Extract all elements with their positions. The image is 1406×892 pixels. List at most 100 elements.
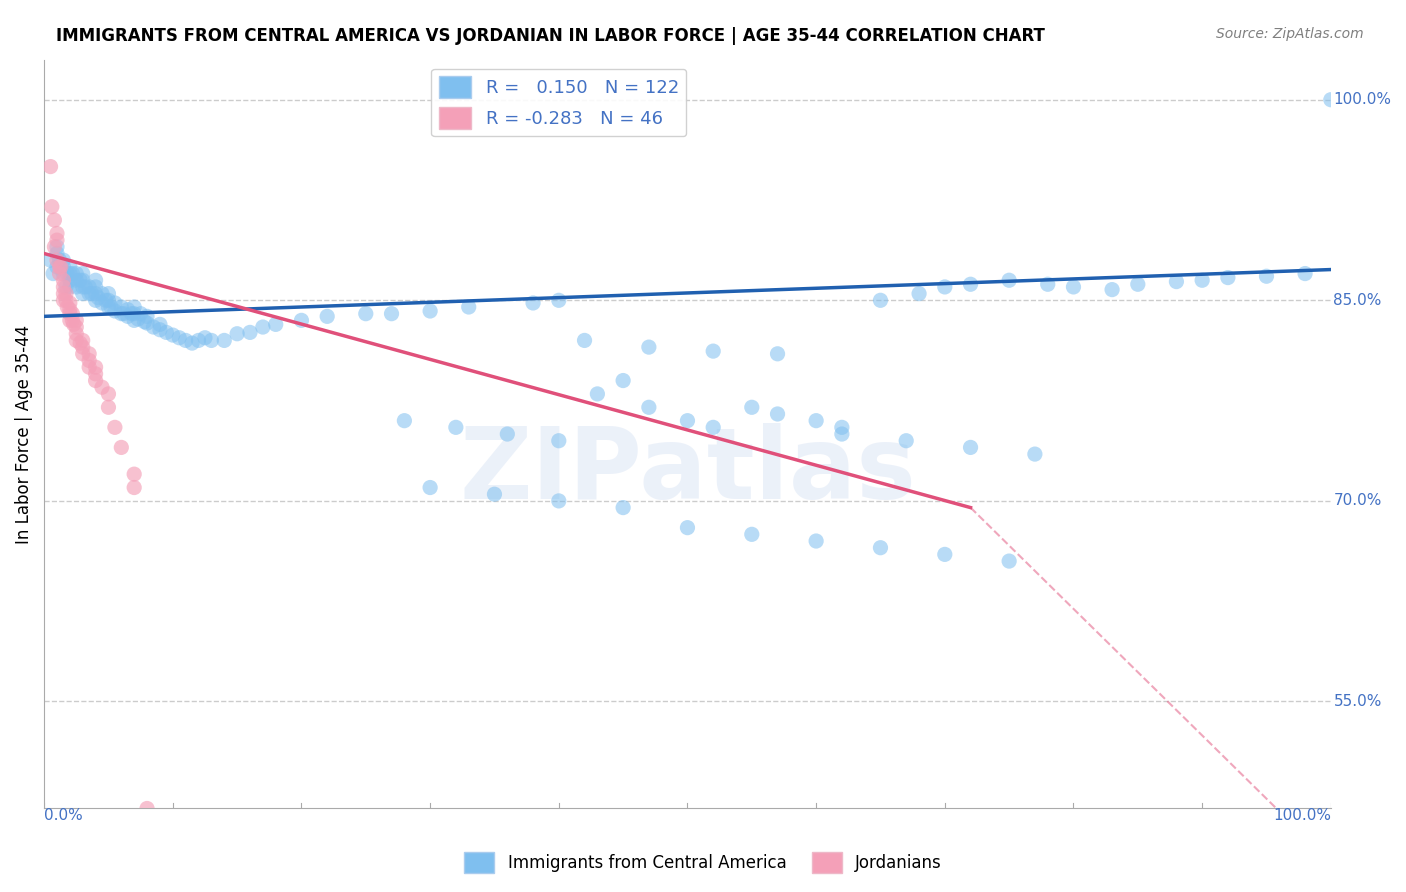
Text: 100.0%: 100.0% bbox=[1272, 808, 1331, 823]
Point bbox=[77, 360, 100, 375]
Point bbox=[1256, 269, 1278, 284]
Point bbox=[84, 286, 107, 301]
Point bbox=[77, 353, 100, 368]
Point bbox=[97, 293, 120, 308]
Point bbox=[84, 360, 107, 375]
Point bbox=[91, 380, 114, 394]
Point bbox=[457, 300, 479, 314]
Point bbox=[44, 240, 66, 254]
Point bbox=[741, 527, 763, 541]
Point bbox=[49, 260, 72, 274]
Point bbox=[142, 320, 165, 334]
Text: 100.0%: 100.0% bbox=[1333, 92, 1392, 107]
Point bbox=[97, 300, 120, 314]
Point bbox=[46, 233, 69, 247]
Point bbox=[959, 441, 981, 455]
Point bbox=[65, 334, 87, 348]
Point bbox=[959, 277, 981, 292]
Point bbox=[52, 280, 75, 294]
Point bbox=[1320, 93, 1343, 107]
Point bbox=[110, 441, 132, 455]
Point bbox=[187, 334, 209, 348]
Point bbox=[804, 534, 827, 549]
Point bbox=[72, 347, 94, 361]
Point bbox=[84, 367, 107, 381]
Point bbox=[77, 280, 100, 294]
Point bbox=[52, 293, 75, 308]
Point bbox=[69, 273, 91, 287]
Point bbox=[62, 307, 84, 321]
Point bbox=[52, 260, 75, 274]
Point bbox=[77, 347, 100, 361]
Text: Source: ZipAtlas.com: Source: ZipAtlas.com bbox=[1216, 27, 1364, 41]
Point bbox=[46, 227, 69, 241]
Point bbox=[110, 307, 132, 321]
Point bbox=[94, 293, 117, 308]
Point bbox=[80, 286, 103, 301]
Point bbox=[998, 273, 1021, 287]
Point bbox=[122, 313, 145, 327]
Point bbox=[46, 253, 69, 268]
Point bbox=[65, 280, 87, 294]
Point bbox=[55, 286, 77, 301]
Point bbox=[354, 307, 377, 321]
Point bbox=[59, 307, 82, 321]
Point bbox=[934, 548, 956, 562]
Point bbox=[547, 494, 569, 508]
Point bbox=[522, 296, 544, 310]
Point bbox=[46, 240, 69, 254]
Point bbox=[59, 296, 82, 310]
Point bbox=[676, 414, 699, 428]
Point bbox=[72, 286, 94, 301]
Point bbox=[42, 267, 65, 281]
Point bbox=[59, 273, 82, 287]
Point bbox=[194, 331, 217, 345]
Point bbox=[41, 200, 63, 214]
Point bbox=[121, 307, 143, 321]
Point bbox=[574, 334, 596, 348]
Point bbox=[896, 434, 918, 448]
Point bbox=[212, 334, 235, 348]
Point bbox=[167, 331, 190, 345]
Point bbox=[869, 541, 891, 555]
Point bbox=[1166, 275, 1188, 289]
Point bbox=[122, 307, 145, 321]
Point bbox=[547, 293, 569, 308]
Point bbox=[97, 387, 120, 401]
Point bbox=[136, 310, 159, 324]
Point bbox=[831, 420, 853, 434]
Point bbox=[52, 273, 75, 287]
Point bbox=[117, 310, 139, 324]
Point bbox=[129, 307, 152, 321]
Point bbox=[804, 414, 827, 428]
Point bbox=[226, 326, 249, 341]
Point bbox=[59, 313, 82, 327]
Legend: R =   0.150   N = 122, R = -0.283   N = 46: R = 0.150 N = 122, R = -0.283 N = 46 bbox=[432, 69, 686, 136]
Point bbox=[1191, 273, 1213, 287]
Point bbox=[586, 387, 609, 401]
Point bbox=[998, 554, 1021, 568]
Point bbox=[62, 313, 84, 327]
Text: 0.0%: 0.0% bbox=[44, 808, 83, 823]
Point bbox=[380, 307, 402, 321]
Point bbox=[612, 374, 634, 388]
Point bbox=[637, 340, 659, 354]
Point bbox=[1216, 270, 1239, 285]
Point bbox=[741, 401, 763, 415]
Point bbox=[55, 293, 77, 308]
Point bbox=[91, 296, 114, 310]
Point bbox=[117, 302, 139, 317]
Point bbox=[419, 481, 441, 495]
Point bbox=[112, 307, 135, 321]
Point bbox=[39, 253, 62, 268]
Point bbox=[52, 286, 75, 301]
Point bbox=[72, 267, 94, 281]
Text: IMMIGRANTS FROM CENTRAL AMERICA VS JORDANIAN IN LABOR FORCE | AGE 35-44 CORRELAT: IMMIGRANTS FROM CENTRAL AMERICA VS JORDA… bbox=[56, 27, 1045, 45]
Point bbox=[52, 253, 75, 268]
Point bbox=[97, 286, 120, 301]
Point bbox=[65, 273, 87, 287]
Point bbox=[75, 280, 97, 294]
Point bbox=[44, 213, 66, 227]
Point bbox=[87, 291, 110, 305]
Point bbox=[84, 293, 107, 308]
